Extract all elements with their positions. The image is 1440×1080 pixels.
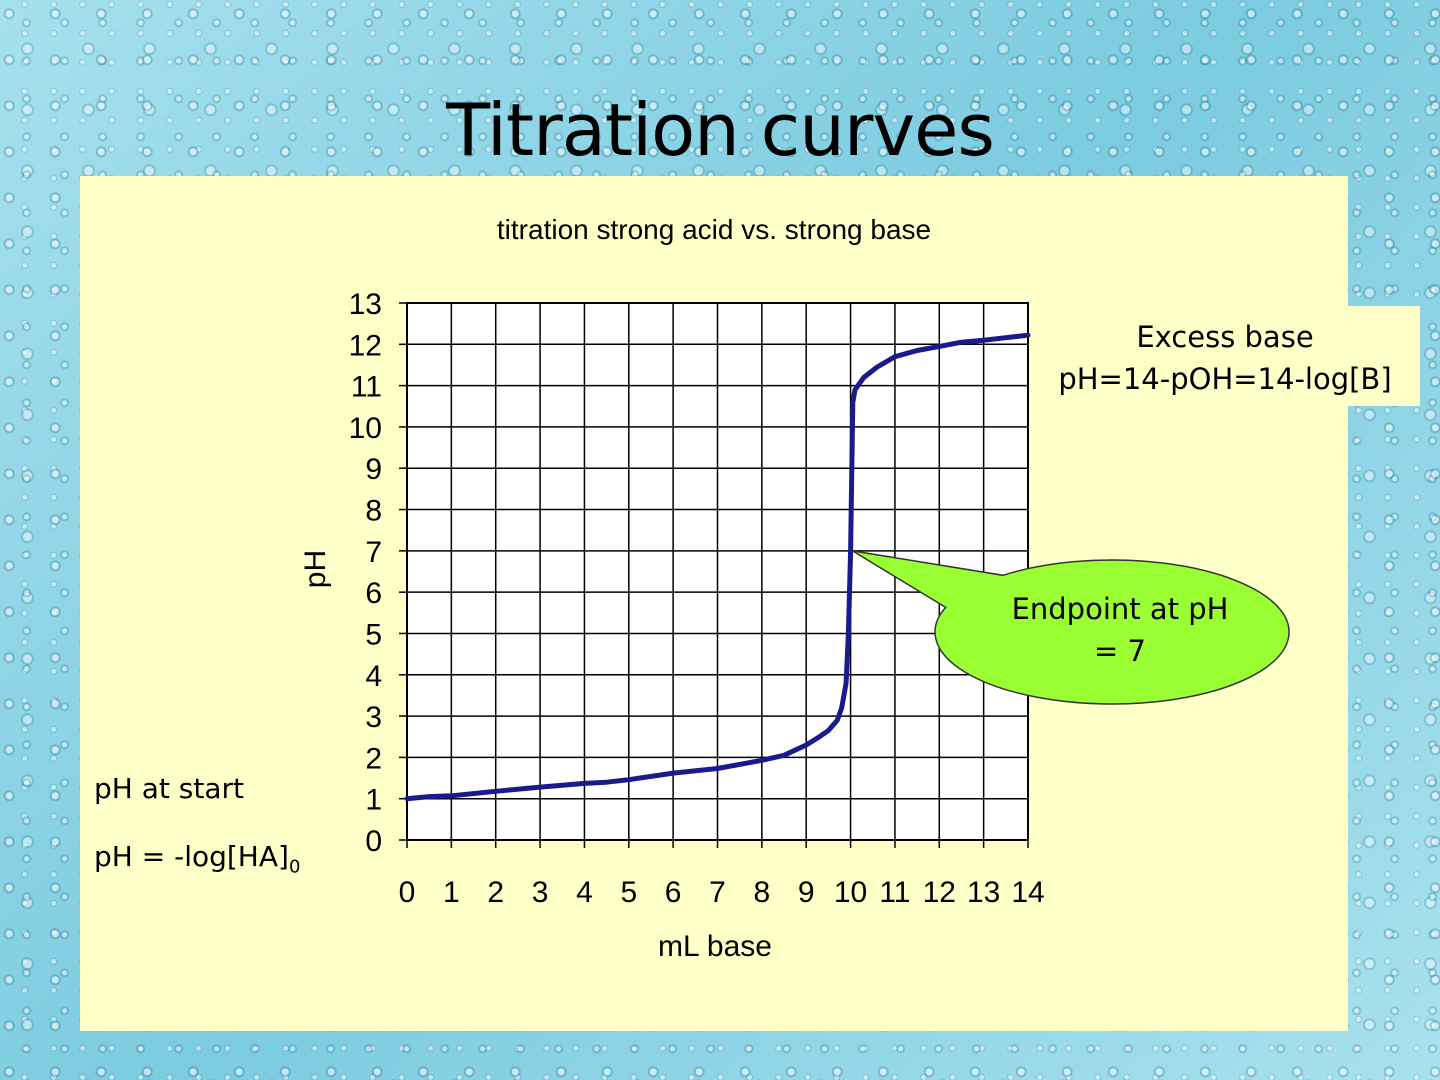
x-tick-label: 10 — [834, 876, 867, 909]
x-tick-label: 3 — [532, 876, 549, 909]
x-axis: 0 1 2 3 4 5 6 7 8 9 10 11 12 13 14 — [399, 840, 1045, 909]
x-tick-label: 11 — [879, 876, 910, 909]
y-tick-label: 0 — [365, 825, 382, 858]
x-tick-label: 12 — [923, 876, 956, 909]
endpoint-callout — [852, 550, 1290, 705]
x-tick-label: 7 — [709, 876, 726, 909]
y-tick-label: 8 — [365, 495, 382, 528]
x-tick-label: 14 — [1011, 876, 1044, 909]
x-tick-label: 1 — [443, 876, 460, 909]
x-tick-label: 6 — [665, 876, 682, 909]
endpoint-label-line1: Endpoint at pH — [1011, 592, 1229, 626]
excess-base-label: Excess base — [1136, 320, 1314, 354]
y-tick-label: 6 — [365, 577, 382, 610]
y-tick-label: 12 — [349, 329, 382, 362]
x-tick-label: 0 — [399, 876, 416, 909]
y-tick-label: 1 — [365, 784, 382, 817]
titration-curve — [404, 332, 1031, 802]
slide-title: Titration curves — [446, 88, 995, 172]
start-label: pH at start — [94, 772, 244, 805]
excess-base-formula: pH=14-pOH=14-log[B] — [1058, 362, 1392, 396]
y-tick-label: 5 — [365, 618, 382, 651]
y-tick-label: 13 — [349, 288, 382, 321]
excess-base-box — [1050, 306, 1420, 406]
y-tick-label: 3 — [365, 701, 382, 734]
x-tick-label: 5 — [620, 876, 637, 909]
x-tick-label: 4 — [576, 876, 593, 909]
start-formula-main: pH = -log[HA] — [94, 840, 289, 873]
x-tick-label: 8 — [754, 876, 771, 909]
y-tick-label: 10 — [349, 412, 382, 445]
start-formula-subscript: 0 — [288, 856, 301, 878]
x-axis-title: mL base — [658, 930, 772, 963]
y-tick-label: 7 — [365, 536, 382, 569]
y-tick-label: 4 — [365, 660, 382, 693]
chart-title: titration strong acid vs. strong base — [496, 214, 932, 245]
x-tick-label: 2 — [487, 876, 504, 909]
y-tick-label: 11 — [351, 371, 382, 404]
start-formula: pH = -log[HA]0 — [94, 840, 300, 878]
x-tick-label: 9 — [798, 876, 815, 909]
y-axis-title: pH — [299, 549, 332, 589]
endpoint-label-line2: = 7 — [1094, 634, 1146, 668]
y-tick-label: 9 — [365, 453, 382, 486]
y-tick-label: 2 — [365, 742, 382, 775]
x-tick-label: 13 — [967, 876, 1000, 909]
